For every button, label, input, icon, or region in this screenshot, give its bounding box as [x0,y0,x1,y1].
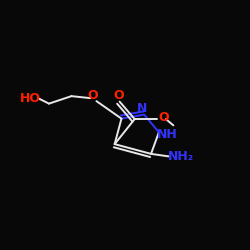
Text: NH₂: NH₂ [168,150,194,163]
Text: NH: NH [157,128,178,141]
Text: O: O [88,89,98,102]
Text: O: O [158,111,169,124]
Text: HO: HO [20,92,41,105]
Text: O: O [113,89,124,102]
Text: N: N [136,102,147,115]
